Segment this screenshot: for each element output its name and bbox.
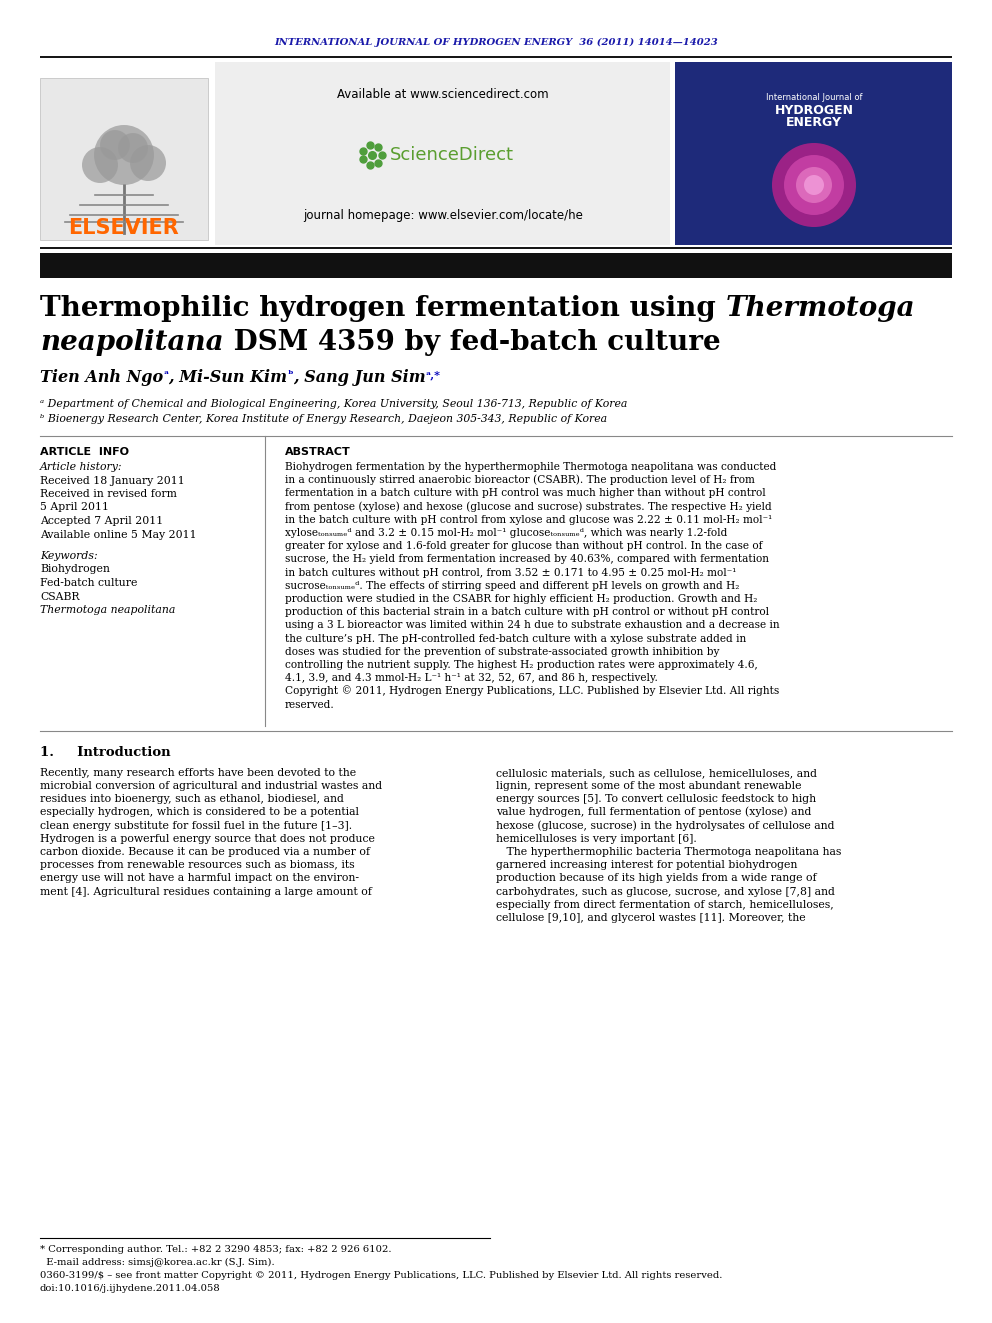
Text: controlling the nutrient supply. The highest H₂ production rates were approximat: controlling the nutrient supply. The hig… — [285, 660, 758, 669]
Text: Tien Anh Ngo: Tien Anh Ngo — [40, 369, 163, 386]
Text: ABSTRACT: ABSTRACT — [285, 447, 351, 456]
Text: E-mail address: simsj@korea.ac.kr (S.J. Sim).: E-mail address: simsj@korea.ac.kr (S.J. … — [40, 1258, 275, 1267]
Text: ᵇ: ᵇ — [288, 369, 293, 380]
Text: Available online 5 May 2011: Available online 5 May 2011 — [40, 529, 196, 540]
Text: using a 3 L bioreactor was limited within 24 h due to substrate exhaustion and a: using a 3 L bioreactor was limited withi… — [285, 620, 780, 630]
Text: ELSEVIER: ELSEVIER — [68, 218, 180, 238]
Text: CSABR: CSABR — [40, 591, 79, 602]
Text: processes from renewable resources such as biomass, its: processes from renewable resources such … — [40, 860, 354, 871]
Text: Thermophilic hydrogen fermentation using: Thermophilic hydrogen fermentation using — [40, 295, 725, 321]
Text: reserved.: reserved. — [285, 700, 334, 709]
Text: especially from direct fermentation of starch, hemicelluloses,: especially from direct fermentation of s… — [496, 900, 833, 910]
Text: ment [4]. Agricultural residues containing a large amount of: ment [4]. Agricultural residues containi… — [40, 886, 372, 897]
Text: journal homepage: www.elsevier.com/locate/he: journal homepage: www.elsevier.com/locat… — [304, 209, 583, 221]
Text: Article history:: Article history: — [40, 462, 122, 472]
Text: production were studied in the CSABR for highly efficient H₂ production. Growth : production were studied in the CSABR for… — [285, 594, 757, 605]
Text: production because of its high yields from a wide range of: production because of its high yields fr… — [496, 873, 816, 884]
Text: Copyright © 2011, Hydrogen Energy Publications, LLC. Published by Elsevier Ltd. : Copyright © 2011, Hydrogen Energy Public… — [285, 685, 780, 696]
Text: value hydrogen, full fermentation of pentose (xylose) and: value hydrogen, full fermentation of pen… — [496, 807, 811, 818]
Text: ᵃ Department of Chemical and Biological Engineering, Korea University, Seoul 136: ᵃ Department of Chemical and Biological … — [40, 400, 627, 409]
Text: sucrose, the H₂ yield from fermentation increased by 40.63%, compared with ferme: sucrose, the H₂ yield from fermentation … — [285, 554, 769, 565]
Text: cellulose [9,10], and glycerol wastes [11]. Moreover, the: cellulose [9,10], and glycerol wastes [1… — [496, 913, 806, 923]
Text: 0360-3199/$ – see front matter Copyright © 2011, Hydrogen Energy Publications, L: 0360-3199/$ – see front matter Copyright… — [40, 1271, 722, 1279]
Circle shape — [796, 167, 832, 202]
Text: Fed-batch culture: Fed-batch culture — [40, 578, 137, 587]
Text: garnered increasing interest for potential biohydrogen: garnered increasing interest for potenti… — [496, 860, 798, 871]
Text: ScienceDirect: ScienceDirect — [390, 146, 514, 164]
Text: fermentation in a batch culture with pH control was much higher than without pH : fermentation in a batch culture with pH … — [285, 488, 766, 499]
Text: xyloseₜₒₙₛᵤₘₑᵈ and 3.2 ± 0.15 mol-H₂ mol⁻¹ glucoseₜₒₙₛᵤₘₑᵈ, which was nearly 1.2: xyloseₜₒₙₛᵤₘₑᵈ and 3.2 ± 0.15 mol-H₂ mol… — [285, 528, 727, 538]
Text: International Journal of: International Journal of — [766, 94, 862, 102]
Text: residues into bioenergy, such as ethanol, biodiesel, and: residues into bioenergy, such as ethanol… — [40, 794, 344, 804]
Circle shape — [772, 143, 856, 228]
Text: Keywords:: Keywords: — [40, 550, 97, 561]
Text: in a continuously stirred anaerobic bioreactor (CSABR). The production level of : in a continuously stirred anaerobic bior… — [285, 475, 755, 486]
Circle shape — [118, 134, 148, 163]
Text: Available at www.sciencedirect.com: Available at www.sciencedirect.com — [337, 89, 549, 102]
Text: cellulosic materials, such as cellulose, hemicelluloses, and: cellulosic materials, such as cellulose,… — [496, 767, 817, 778]
Text: HYDROGEN: HYDROGEN — [775, 103, 853, 116]
Text: carbon dioxide. Because it can be produced via a number of: carbon dioxide. Because it can be produc… — [40, 847, 370, 857]
Text: Biohydrogen fermentation by the hyperthermophile Thermotoga neapolitana was cond: Biohydrogen fermentation by the hyperthe… — [285, 462, 777, 472]
Text: sucroseₜₒₙₛᵤₘₑᵈ. The effects of stirring speed and different pH levels on growth: sucroseₜₒₙₛᵤₘₑᵈ. The effects of stirring… — [285, 581, 739, 591]
Text: 5 April 2011: 5 April 2011 — [40, 503, 109, 512]
Circle shape — [94, 124, 154, 185]
Text: lignin, represent some of the most abundant renewable: lignin, represent some of the most abund… — [496, 781, 802, 791]
Circle shape — [130, 146, 166, 181]
Text: energy sources [5]. To convert cellulosic feedstock to high: energy sources [5]. To convert cellulosi… — [496, 794, 816, 804]
Text: energy use will not have a harmful impact on the environ-: energy use will not have a harmful impac… — [40, 873, 359, 884]
FancyBboxPatch shape — [215, 62, 670, 245]
Text: 4.1, 3.9, and 4.3 mmol-H₂ L⁻¹ h⁻¹ at 32, 52, 67, and 86 h, respectively.: 4.1, 3.9, and 4.3 mmol-H₂ L⁻¹ h⁻¹ at 32,… — [285, 673, 658, 683]
Text: greater for xylose and 1.6-fold greater for glucose than without pH control. In : greater for xylose and 1.6-fold greater … — [285, 541, 763, 552]
FancyBboxPatch shape — [675, 62, 952, 245]
Text: the culture’s pH. The pH-controlled fed-batch culture with a xylose substrate ad: the culture’s pH. The pH-controlled fed-… — [285, 634, 746, 643]
Text: Biohydrogen: Biohydrogen — [40, 565, 110, 574]
Circle shape — [82, 147, 118, 183]
Text: ᵃ,*: ᵃ,* — [426, 369, 440, 380]
Text: production of this bacterial strain in a batch culture with pH control or withou: production of this bacterial strain in a… — [285, 607, 769, 618]
Text: Received 18 January 2011: Received 18 January 2011 — [40, 475, 185, 486]
Text: Received in revised form: Received in revised form — [40, 490, 177, 499]
Circle shape — [100, 130, 130, 160]
Text: ENERGY: ENERGY — [786, 115, 842, 128]
Text: The hyperthermophilic bacteria Thermotoga neapolitana has: The hyperthermophilic bacteria Thermotog… — [496, 847, 841, 857]
Text: neapolitana: neapolitana — [40, 329, 223, 356]
Text: INTERNATIONAL JOURNAL OF HYDROGEN ENERGY  36 (2011) 14014—14023: INTERNATIONAL JOURNAL OF HYDROGEN ENERGY… — [274, 37, 718, 46]
Text: especially hydrogen, which is considered to be a potential: especially hydrogen, which is considered… — [40, 807, 359, 818]
Text: DSM 4359 by fed-batch culture: DSM 4359 by fed-batch culture — [223, 329, 720, 356]
Text: ᵇ Bioenergy Research Center, Korea Institute of Energy Research, Daejeon 305-343: ᵇ Bioenergy Research Center, Korea Insti… — [40, 414, 607, 423]
Text: microbial conversion of agricultural and industrial wastes and: microbial conversion of agricultural and… — [40, 781, 382, 791]
FancyBboxPatch shape — [40, 78, 208, 239]
Text: in batch cultures without pH control, from 3.52 ± 0.171 to 4.95 ± 0.25 mol-H₂ mo: in batch cultures without pH control, fr… — [285, 568, 736, 578]
Text: ᵃ: ᵃ — [163, 369, 169, 380]
Text: Thermotoga neapolitana: Thermotoga neapolitana — [40, 605, 176, 615]
Text: * Corresponding author. Tel.: +82 2 3290 4853; fax: +82 2 926 6102.: * Corresponding author. Tel.: +82 2 3290… — [40, 1245, 392, 1254]
Text: Recently, many research efforts have been devoted to the: Recently, many research efforts have bee… — [40, 767, 356, 778]
Text: doi:10.1016/j.ijhydene.2011.04.058: doi:10.1016/j.ijhydene.2011.04.058 — [40, 1285, 221, 1293]
Text: hexose (glucose, sucrose) in the hydrolysates of cellulose and: hexose (glucose, sucrose) in the hydroly… — [496, 820, 834, 831]
Text: 1.     Introduction: 1. Introduction — [40, 746, 171, 759]
Text: Thermotoga: Thermotoga — [725, 295, 915, 321]
Text: Accepted 7 April 2011: Accepted 7 April 2011 — [40, 516, 164, 527]
Text: hemicelluloses is very important [6].: hemicelluloses is very important [6]. — [496, 833, 696, 844]
Text: Hydrogen is a powerful energy source that does not produce: Hydrogen is a powerful energy source tha… — [40, 833, 375, 844]
Text: clean energy substitute for fossil fuel in the future [1–3].: clean energy substitute for fossil fuel … — [40, 820, 352, 831]
Text: carbohydrates, such as glucose, sucrose, and xylose [7,8] and: carbohydrates, such as glucose, sucrose,… — [496, 886, 835, 897]
FancyBboxPatch shape — [40, 253, 952, 278]
Text: ARTICLE  INFO: ARTICLE INFO — [40, 447, 129, 456]
Text: in the batch culture with pH control from xylose and glucose was 2.22 ± 0.11 mol: in the batch culture with pH control fro… — [285, 515, 772, 525]
Text: , Sang Jun Sim: , Sang Jun Sim — [293, 369, 426, 386]
Text: doses was studied for the prevention of substrate-associated growth inhibition b: doses was studied for the prevention of … — [285, 647, 719, 656]
Circle shape — [804, 175, 824, 194]
Circle shape — [784, 155, 844, 216]
Text: from pentose (xylose) and hexose (glucose and sucrose) substrates. The respectiv: from pentose (xylose) and hexose (glucos… — [285, 501, 772, 512]
Text: , Mi-Sun Kim: , Mi-Sun Kim — [169, 369, 288, 386]
